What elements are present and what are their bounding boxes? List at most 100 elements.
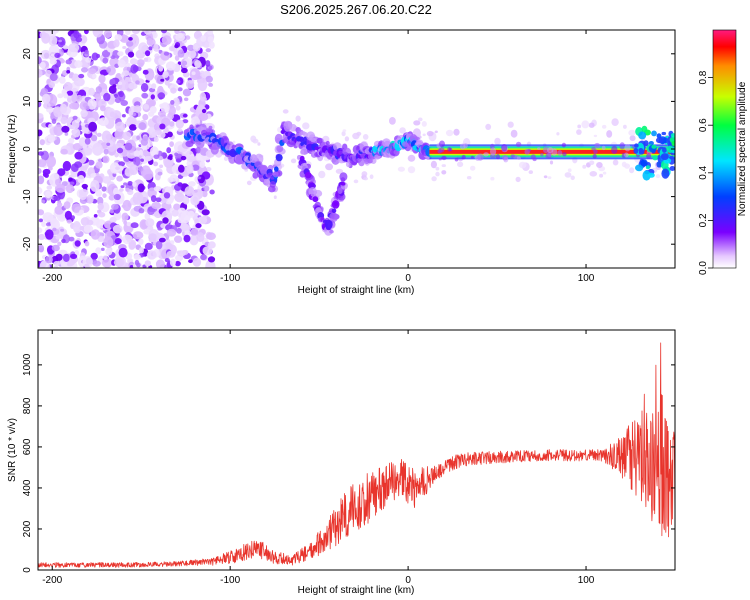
colorbar-tick-label: 0.6 — [698, 118, 709, 132]
carrier-fringe — [461, 154, 466, 160]
noise-blob-strong — [181, 67, 188, 74]
snr-panel: -200 -100 0 100 0 200 400 600 800 1000 Height of… — [7, 329, 676, 596]
noise-blob-faint — [63, 92, 68, 99]
halo-blob-faint — [361, 171, 368, 177]
noise-blob-faint — [122, 70, 130, 77]
noise-blob-faint — [40, 61, 46, 69]
noise-blob-strong — [66, 90, 74, 96]
noise-blob-faint — [153, 136, 159, 143]
halo-blob-faint — [655, 174, 661, 179]
noise-blob-strong — [44, 173, 49, 178]
noise-blob-strong — [195, 223, 202, 229]
halo-blob-faint — [430, 160, 437, 169]
noise-blob-faint — [133, 150, 141, 158]
halo-blob-faint — [434, 130, 438, 134]
noise-blob-faint — [116, 175, 123, 182]
carrier-fringe — [532, 157, 537, 162]
noise-blob — [64, 132, 69, 136]
halo-blob-faint — [629, 167, 635, 174]
ridge-halo — [223, 137, 228, 141]
noise-blob-faint — [105, 248, 113, 256]
noise-blob-faint — [153, 122, 162, 132]
y-tick-label: 20 — [22, 48, 33, 60]
noise-blob-faint — [55, 235, 61, 240]
noise-blob — [203, 185, 210, 192]
halo-blob-faint — [232, 140, 236, 144]
noise-blob-faint — [182, 196, 190, 205]
noise-blob — [177, 87, 183, 92]
halo-blob-faint — [599, 173, 604, 178]
carrier-fringe — [501, 144, 508, 152]
noise-blob — [120, 185, 125, 189]
noise-blob-faint — [174, 192, 185, 203]
noise-blob-faint — [143, 103, 150, 110]
noise-blob — [91, 52, 99, 61]
noise-blob-faint — [129, 164, 139, 176]
noise-blob — [200, 254, 207, 261]
noise-blob — [51, 244, 60, 252]
noise-blob-faint — [132, 30, 140, 35]
noise-blob-faint — [132, 181, 137, 187]
noise-blob-faint — [117, 79, 129, 91]
noise-blob-faint — [54, 205, 64, 215]
noise-blob-faint — [68, 73, 73, 79]
carrier-fringe — [483, 152, 489, 157]
ridge-core — [274, 166, 279, 172]
noise-blob — [135, 80, 140, 85]
noise-blob-faint — [98, 74, 106, 84]
noise-blob-faint — [84, 241, 90, 247]
noise-blob-faint — [192, 257, 202, 267]
halo-blob-faint — [257, 142, 261, 146]
noise-blob-faint — [174, 30, 180, 35]
noise-blob-faint — [169, 141, 175, 148]
noise-blob — [92, 260, 101, 267]
carrier-fringe — [438, 158, 442, 161]
carrier-end-noise — [638, 131, 647, 140]
noise-blob — [38, 175, 45, 185]
halo-blob-faint — [602, 171, 607, 175]
noise-blob — [103, 148, 109, 155]
noise-blob-faint — [177, 217, 185, 224]
noise-blob — [40, 88, 49, 95]
noise-blob-faint — [133, 254, 141, 260]
noise-blob-faint — [95, 189, 103, 197]
noise-blob-faint — [114, 152, 119, 158]
noise-blob-strong — [66, 70, 71, 74]
noise-blob-faint — [126, 221, 132, 227]
noise-blob-faint — [78, 209, 84, 215]
noise-blob-strong — [64, 210, 72, 220]
x-tick-label: -100 — [220, 273, 240, 284]
noise-blob — [69, 181, 75, 185]
noise-blob-strong — [188, 259, 193, 264]
branch-core — [304, 171, 312, 179]
noise-blob-faint — [117, 59, 126, 68]
noise-blob — [106, 142, 111, 146]
halo-blob-faint — [441, 164, 446, 168]
noise-blob-faint — [58, 76, 66, 84]
noise-blob — [187, 44, 195, 52]
noise-blob-faint — [85, 57, 92, 63]
noise-blob-strong — [57, 168, 66, 177]
noise-blob — [205, 75, 213, 83]
noise-blob-strong — [90, 252, 98, 260]
noise-blob — [157, 171, 163, 176]
noise-blob-faint — [38, 186, 43, 195]
noise-blob-faint — [90, 229, 101, 240]
noise-blob-faint — [132, 231, 144, 240]
halo-blob-faint — [445, 129, 454, 137]
noise-blob — [138, 208, 145, 214]
halo-blob-faint — [421, 121, 427, 127]
noise-blob-faint — [72, 128, 81, 138]
y-tick-label: -20 — [22, 237, 33, 252]
carrier-fringe — [594, 142, 601, 149]
carrier-fringe — [624, 144, 631, 152]
branch-halo — [339, 172, 348, 182]
noise-blob-faint — [69, 102, 80, 110]
noise-blob-faint — [79, 226, 85, 231]
noise-blob-faint — [123, 220, 128, 226]
noise-blob-faint — [170, 240, 175, 245]
halo-blob-faint — [344, 136, 350, 142]
noise-blob — [38, 56, 42, 65]
carrier-band-edge-top — [429, 144, 675, 147]
noise-blob-faint — [67, 97, 72, 103]
